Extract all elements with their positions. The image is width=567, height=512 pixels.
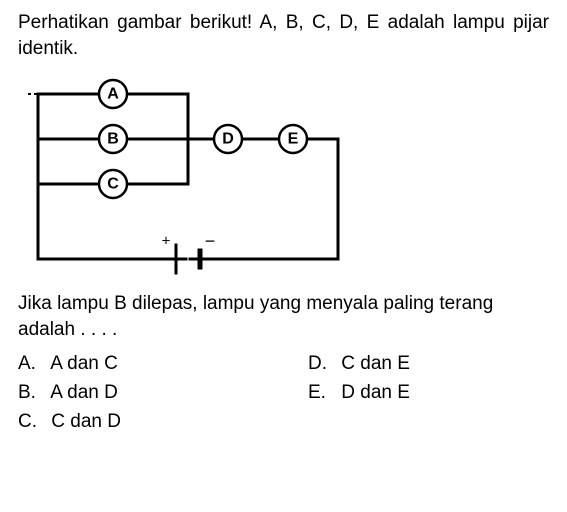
option-letter: B.	[18, 378, 46, 407]
option-letter: A.	[18, 349, 46, 378]
options: A. A dan C D. C dan E B. A dan D E. D da…	[18, 349, 549, 437]
option-text: A dan C	[50, 353, 118, 374]
circuit-diagram: + − A B C D E	[18, 69, 358, 279]
svg-text:A: A	[107, 86, 119, 103]
option-letter: D.	[308, 349, 336, 378]
svg-text:D: D	[222, 131, 234, 148]
option-c: C. C dan D	[18, 407, 308, 436]
option-letter: C.	[18, 407, 46, 436]
option-letter: E.	[308, 378, 336, 407]
option-text: D dan E	[341, 382, 410, 403]
option-a: A. A dan C	[18, 349, 308, 378]
svg-text:−: −	[205, 231, 216, 251]
svg-text:+: +	[162, 233, 171, 250]
option-e: E. D dan E	[308, 378, 410, 407]
question-intro: Perhatikan gambar berikut! A, B, C, D, E…	[18, 10, 549, 61]
svg-text:C: C	[107, 176, 119, 193]
option-text: C dan E	[341, 353, 410, 374]
question-follow: Jika lampu B dilepas, lampu yang menyala…	[18, 291, 549, 342]
option-b: B. A dan D	[18, 378, 308, 407]
svg-text:E: E	[288, 131, 299, 148]
option-d: D. C dan E	[308, 349, 410, 378]
option-text: C dan D	[51, 411, 121, 432]
svg-text:B: B	[107, 131, 119, 148]
option-text: A dan D	[50, 382, 118, 403]
